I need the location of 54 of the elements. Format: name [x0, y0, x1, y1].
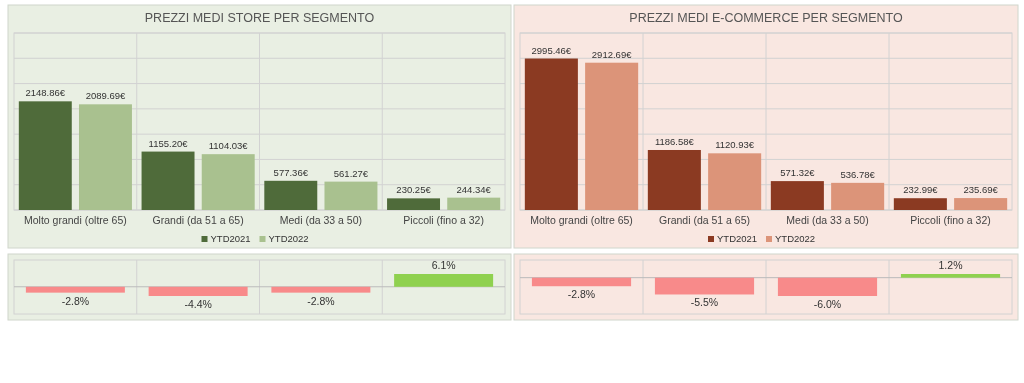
data-label: -5.5% [690, 296, 719, 309]
data-label: 561.27€ [333, 167, 369, 179]
bar [647, 149, 701, 210]
legend-label: YTD2022 [268, 233, 309, 244]
bar [524, 58, 578, 210]
bar [954, 198, 1008, 210]
legend-label: YTD2021 [717, 233, 758, 244]
bar [141, 151, 195, 210]
bar [770, 181, 824, 210]
data-label: -2.8% [61, 294, 90, 307]
legend-label: YTD2021 [210, 233, 251, 244]
bar [831, 182, 885, 210]
data-label: 6.1% [431, 259, 456, 271]
x-tick-label: Medi (da 33 a 50) [786, 214, 869, 226]
x-tick-label: Piccoli (fino a 32) [403, 214, 484, 226]
x-tick-label: Molto grandi (oltre 65) [530, 214, 633, 226]
chart-title: PREZZI MEDI E-COMMERCE PER SEGMENTO [629, 11, 903, 25]
data-label: 230.25€ [396, 184, 432, 196]
data-label: 1104.03€ [208, 140, 249, 152]
legend-label: YTD2022 [775, 233, 816, 244]
data-label: 235.69€ [963, 184, 999, 196]
bar [387, 198, 441, 210]
bar [893, 198, 947, 210]
data-label: -6.0% [813, 298, 842, 310]
bar [708, 153, 762, 210]
data-label: -2.8% [307, 294, 335, 307]
chart-title: PREZZI MEDI STORE PER SEGMENTO [144, 11, 375, 25]
x-tick-label: Molto grandi (oltre 65) [24, 214, 127, 226]
bar [264, 180, 318, 210]
data-label: 2912.69€ [591, 48, 633, 60]
data-label: 244.34€ [456, 183, 492, 195]
data-label: 536.78€ [840, 168, 876, 180]
bar [585, 62, 639, 210]
data-label: 232.99€ [903, 184, 939, 196]
x-tick-label: Grandi (da 51 a 65) [152, 214, 244, 226]
bar [18, 101, 72, 210]
data-label: 2089.69€ [85, 90, 126, 102]
data-label: 2995.46€ [531, 44, 572, 56]
data-label: 1186.58€ [654, 135, 695, 147]
bar [201, 154, 255, 210]
data-label: -4.4% [184, 298, 212, 310]
x-tick-label: Grandi (da 51 a 65) [658, 214, 751, 226]
x-tick-label: Piccoli (fino a 32) [910, 214, 991, 226]
data-label: 2148.86€ [25, 87, 66, 99]
x-tick-label: Medi (da 33 a 50) [279, 214, 363, 226]
data-label: 1120.93€ [715, 139, 755, 151]
bar [78, 104, 132, 210]
data-label: 1155.20€ [148, 137, 189, 149]
data-label: 571.32€ [780, 167, 816, 179]
data-label: 1.2% [938, 259, 963, 271]
data-label: -2.8% [567, 288, 596, 301]
bar [447, 197, 501, 210]
bar [324, 181, 378, 210]
data-label: 577.36€ [273, 166, 309, 178]
